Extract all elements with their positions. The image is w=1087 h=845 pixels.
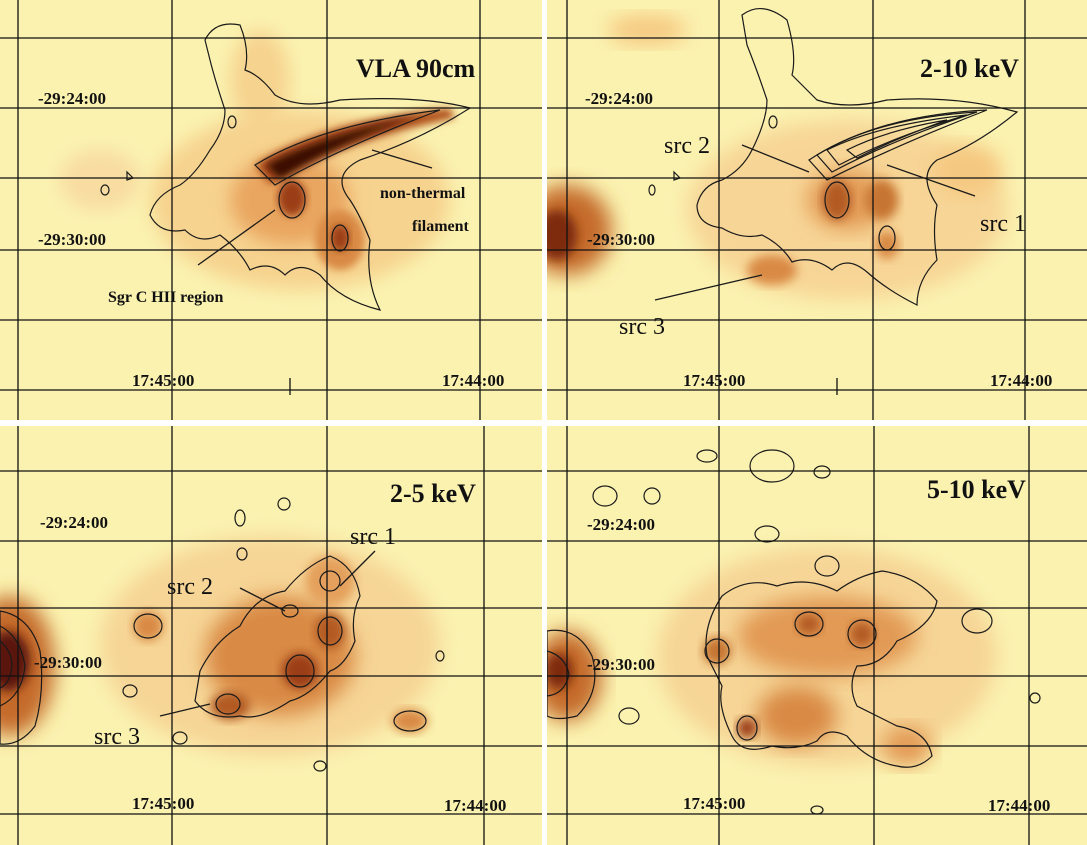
dec-tick-label: -29:24:00 (585, 89, 653, 108)
coordinate-grid (547, 426, 1087, 845)
dec-tick-label: -29:30:00 (587, 655, 655, 674)
src-3-label: src 3 (94, 724, 140, 750)
src-2-label: src 2 (664, 133, 710, 159)
src-1-label: src 1 (980, 211, 1026, 237)
dec-tick-label: -29:30:00 (34, 653, 102, 672)
annotation-lines (159, 550, 376, 717)
band-label: VLA 90cm (356, 54, 476, 83)
filament-label-line1: non-thermal (380, 185, 466, 202)
dec-tick-label: -29:24:00 (587, 515, 655, 534)
hii-region-label: Sgr C HII region (108, 289, 224, 306)
ra-tick-label: 17:45:00 (132, 794, 194, 813)
coordinate-grid (547, 0, 1087, 420)
filament-label-line2: filament (412, 218, 470, 235)
panel-vla: VLA 90cm -29:24:00 -29:30:00 17:45:00 17… (0, 0, 542, 420)
panel-2-5kev: 2-5 keV -29:24:00 -29:30:00 17:45:00 17:… (0, 426, 542, 845)
ra-tick-label: 17:44:00 (442, 371, 504, 390)
coordinate-grid (0, 0, 542, 420)
ra-tick-label: 17:44:00 (988, 796, 1050, 815)
ra-tick-label: 17:44:00 (990, 371, 1052, 390)
src-2-label: src 2 (167, 574, 213, 600)
ra-tick-label: 17:44:00 (444, 796, 506, 815)
src-3-label: src 3 (619, 314, 665, 340)
annotation-lines (654, 144, 976, 301)
contours (100, 23, 472, 311)
dec-tick-label: -29:24:00 (40, 513, 108, 532)
intensity-map (0, 536, 440, 756)
horizontal-separator (0, 420, 1087, 426)
coordinate-grid (0, 426, 542, 845)
band-label: 2-10 keV (920, 54, 1019, 83)
ra-tick-label: 17:45:00 (683, 371, 745, 390)
contours (0, 497, 445, 772)
annotation-lines (197, 149, 433, 266)
band-label: 5-10 keV (927, 475, 1026, 504)
dec-tick-label: -29:24:00 (38, 89, 106, 108)
dec-tick-label: -29:30:00 (587, 230, 655, 249)
contours (648, 8, 1019, 306)
intensity-map (547, 546, 997, 766)
src-1-label: src 1 (350, 524, 396, 550)
dec-tick-label: -29:30:00 (38, 230, 106, 249)
panel-5-10kev: 5-10 keV -29:24:00 -29:30:00 17:45:00 17… (547, 426, 1087, 845)
ra-tick-label: 17:45:00 (683, 794, 745, 813)
panel-2-10kev: 2-10 keV -29:24:00 -29:30:00 17:45:00 17… (547, 0, 1087, 420)
band-label: 2-5 keV (390, 479, 476, 508)
ra-tick-label: 17:45:00 (132, 371, 194, 390)
